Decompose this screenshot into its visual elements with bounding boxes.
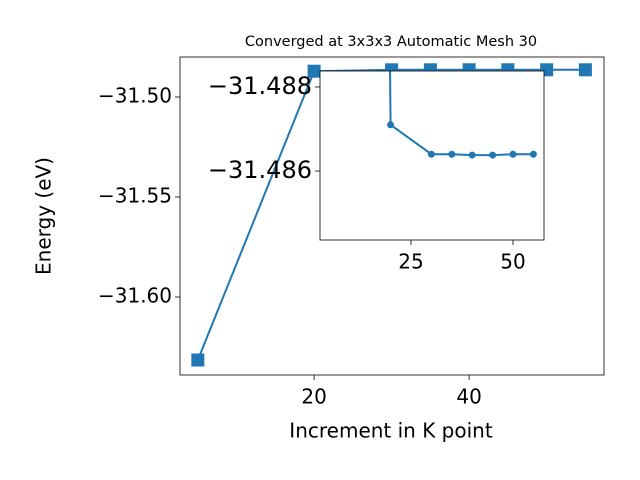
x-tick-label: 20: [301, 385, 326, 409]
y-tick-label: −31.488: [208, 72, 312, 100]
y-tick-label: −31.50: [98, 84, 172, 108]
x-tick-label: 25: [398, 250, 423, 274]
y-tick-label: −31.486: [208, 156, 312, 184]
y-tick-label: −31.55: [98, 184, 172, 208]
marker: [489, 151, 497, 159]
marker: [509, 150, 517, 158]
marker: [529, 150, 537, 158]
plot-frame: [179, 56, 605, 376]
plot-frame: [319, 70, 545, 241]
marker: [468, 151, 476, 159]
marker: [578, 63, 592, 77]
marker: [448, 150, 456, 158]
chart-title: Converged at 3x3x3 Automatic Mesh 30: [245, 34, 537, 50]
x-axis-label: Increment in K point: [289, 419, 493, 443]
x-tick-label: 50: [500, 250, 525, 274]
series: [387, 71, 537, 159]
y-tick-label: −31.60: [98, 284, 172, 308]
marker: [191, 353, 205, 367]
marker: [307, 64, 321, 78]
x-tick-label: 40: [456, 385, 481, 409]
y-axis-label: Energy (eV): [32, 157, 56, 275]
marker: [427, 150, 435, 158]
marker: [387, 121, 395, 129]
